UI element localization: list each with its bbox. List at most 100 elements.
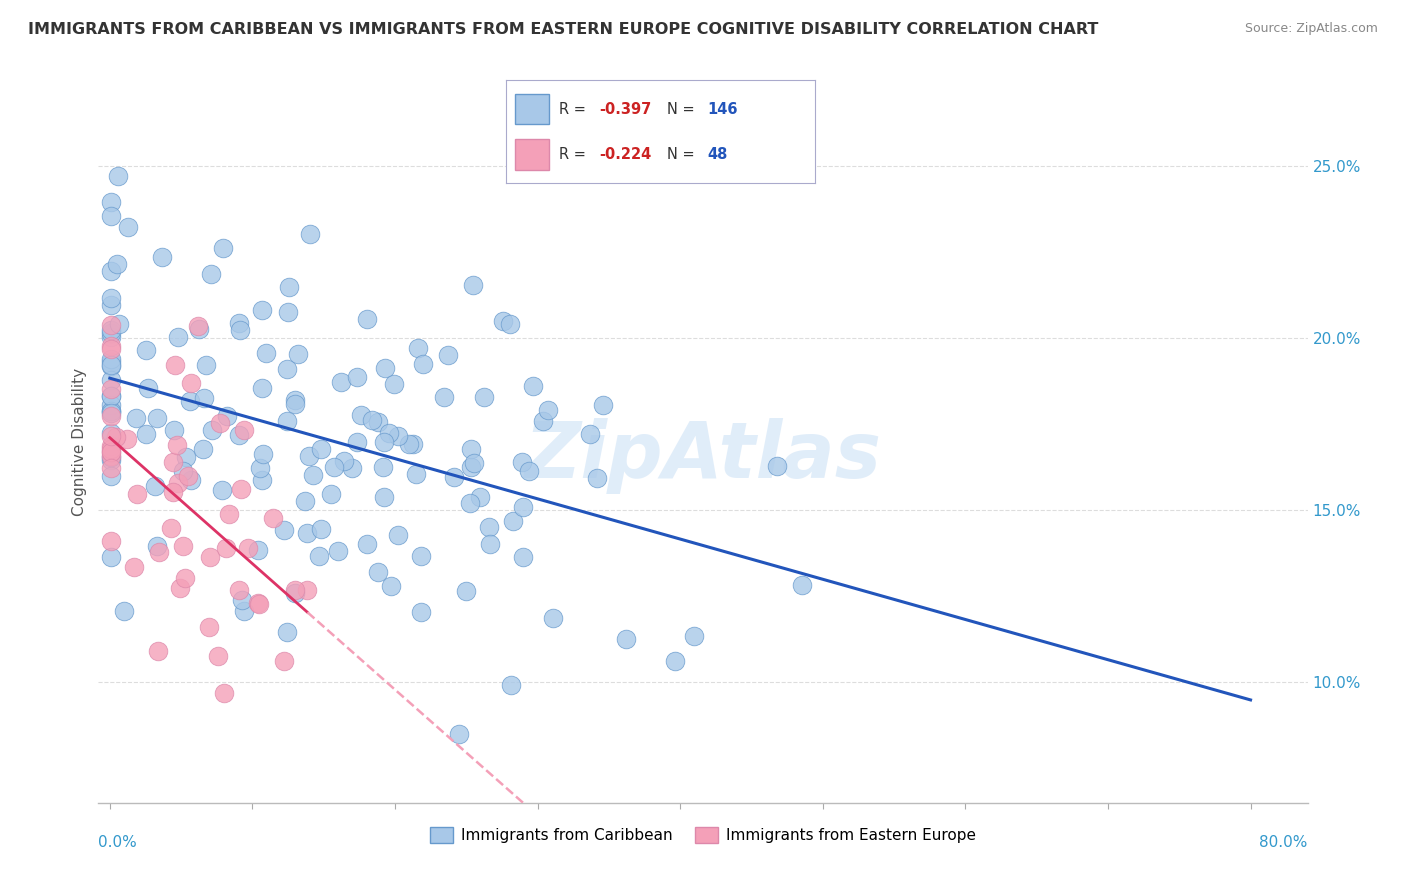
Point	[502, 514, 524, 528]
Point	[664, 654, 686, 668]
Point	[298, 449, 321, 463]
Text: 0.0%: 0.0%	[98, 835, 138, 850]
Point	[350, 408, 373, 422]
Point	[301, 467, 323, 482]
Point	[200, 267, 222, 281]
Point	[172, 464, 194, 478]
Point	[143, 478, 166, 492]
Text: IMMIGRANTS FROM CARIBBEAN VS IMMIGRANTS FROM EASTERN EUROPE COGNITIVE DISABILITY: IMMIGRANTS FROM CARIBBEAN VS IMMIGRANTS …	[28, 22, 1098, 37]
Point	[146, 539, 169, 553]
Point	[207, 649, 229, 664]
Point	[436, 348, 458, 362]
Point	[166, 438, 188, 452]
Point	[122, 559, 145, 574]
Point	[187, 322, 209, 336]
Point	[100, 355, 122, 369]
Point	[125, 410, 148, 425]
Point	[100, 445, 122, 459]
Point	[100, 439, 122, 453]
Point	[262, 511, 284, 525]
Point	[297, 583, 319, 598]
Point	[100, 298, 122, 312]
Point	[194, 358, 217, 372]
Point	[193, 392, 215, 406]
Point	[249, 597, 271, 611]
Point	[228, 583, 250, 598]
Point	[377, 426, 399, 441]
Point	[198, 550, 221, 565]
Point	[100, 533, 122, 548]
Point	[100, 549, 122, 564]
Point	[406, 341, 429, 355]
Point	[145, 411, 167, 425]
Point	[215, 541, 238, 556]
Point	[790, 578, 813, 592]
Text: -0.224: -0.224	[599, 146, 651, 161]
Point	[326, 544, 349, 558]
Point	[100, 194, 122, 209]
Point	[405, 467, 427, 482]
Point	[228, 316, 250, 330]
Point	[371, 460, 394, 475]
Point	[460, 459, 482, 474]
Bar	[516, 139, 550, 169]
Point	[276, 361, 298, 376]
Point	[191, 442, 214, 457]
Point	[299, 227, 322, 241]
Point	[231, 593, 253, 607]
Point	[232, 423, 254, 437]
Point	[322, 459, 344, 474]
Point	[250, 473, 273, 487]
Point	[100, 429, 122, 443]
Point	[499, 317, 522, 331]
Point	[217, 409, 239, 424]
Point	[100, 318, 122, 332]
Point	[117, 432, 139, 446]
Point	[107, 317, 129, 331]
Point	[176, 468, 198, 483]
Point	[277, 305, 299, 319]
Point	[100, 382, 122, 396]
Point	[387, 528, 409, 542]
Point	[146, 644, 169, 658]
Point	[172, 539, 194, 553]
Point	[238, 541, 260, 556]
Point	[135, 343, 157, 358]
Point	[117, 220, 139, 235]
Point	[100, 373, 122, 387]
Point	[100, 398, 122, 412]
Point	[180, 473, 202, 487]
Point	[501, 678, 523, 692]
Point	[100, 453, 122, 467]
Point	[409, 606, 432, 620]
Point	[135, 427, 157, 442]
Point	[201, 424, 224, 438]
Point	[458, 495, 481, 509]
Point	[208, 416, 231, 430]
Point	[277, 280, 299, 294]
Point	[159, 521, 181, 535]
Point	[100, 389, 122, 403]
Point	[537, 402, 560, 417]
Point	[412, 357, 434, 371]
Point	[531, 413, 554, 427]
Point	[468, 490, 491, 504]
Point	[112, 604, 135, 618]
Point	[100, 291, 122, 305]
Point	[180, 376, 202, 391]
Point	[211, 483, 233, 498]
Point	[246, 596, 269, 610]
Text: Source: ZipAtlas.com: Source: ZipAtlas.com	[1244, 22, 1378, 36]
Point	[162, 485, 184, 500]
Point	[250, 303, 273, 318]
Point	[398, 437, 420, 451]
Point	[273, 654, 295, 668]
Legend: Immigrants from Caribbean, Immigrants from Eastern Europe: Immigrants from Caribbean, Immigrants fr…	[425, 822, 981, 849]
Text: N =: N =	[666, 102, 699, 117]
Point	[346, 369, 368, 384]
Text: ZipAtlas: ZipAtlas	[524, 418, 882, 494]
Point	[512, 500, 534, 514]
Point	[373, 490, 395, 504]
Point	[100, 389, 122, 403]
Point	[409, 549, 432, 563]
